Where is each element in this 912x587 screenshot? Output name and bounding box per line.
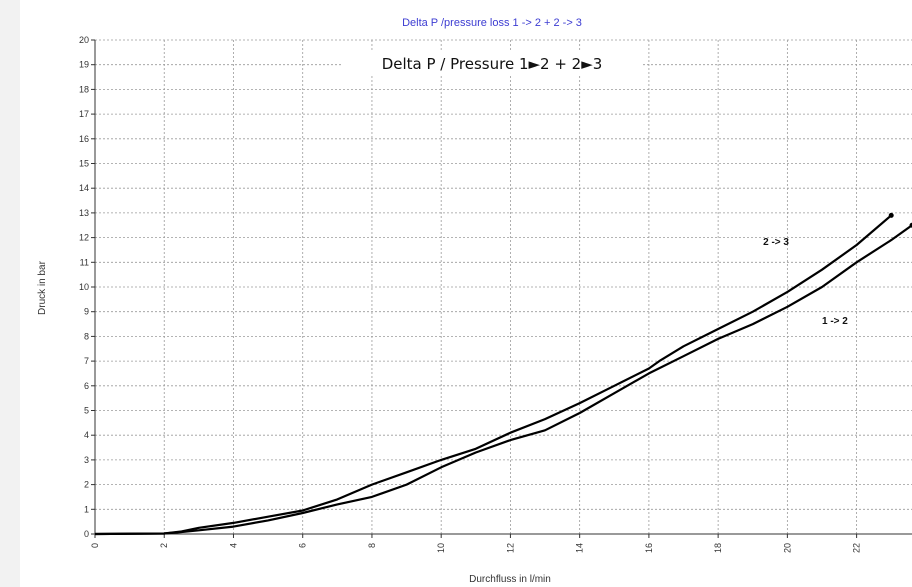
series-lines [94, 212, 912, 536]
y-tick-label: 13 [79, 208, 89, 218]
y-tick-label: 17 [79, 109, 89, 119]
y-tick-label: 3 [84, 455, 89, 465]
x-tick-label: 2 [159, 543, 169, 548]
chart-page: 0 1 2 3 4 5 6 7 8 9 10 11 12 13 14 15 16 17 18 19 20 0 2 4 6 8 10 1… [20, 0, 912, 587]
chart-subtitle: Delta P / Pressure 1►2 + 2►3 [382, 55, 603, 73]
series-end-marker-0 [888, 212, 894, 218]
y-tick-label: 2 [84, 480, 89, 490]
chart-title: Delta P /pressure loss 1 -> 2 + 2 -> 3 [402, 17, 582, 29]
y-tick-label: 20 [79, 35, 89, 45]
series-label-2-3: 2 -> 3 [763, 237, 789, 248]
x-tick-label: 4 [228, 543, 238, 548]
x-tick-label: 10 [436, 543, 446, 553]
y-tick-label: 14 [79, 183, 89, 193]
x-tick-label: 20 [782, 543, 792, 553]
y-tick-label: 10 [79, 282, 89, 292]
y-tick-label: 12 [79, 233, 89, 243]
y-tick-label: 18 [79, 84, 89, 94]
x-tick-label: 8 [367, 543, 377, 548]
y-tick-label: 9 [84, 307, 89, 317]
x-tick-label: 6 [298, 543, 308, 548]
axes [91, 39, 912, 538]
x-tick-label: 12 [505, 543, 515, 553]
y-tick-label: 1 [84, 504, 89, 514]
y-tick-label: 8 [84, 331, 89, 341]
x-tick-label: 22 [852, 543, 862, 553]
grid [95, 39, 912, 534]
series-end-marker-1 [909, 222, 912, 228]
x-tick-label: 14 [575, 543, 585, 553]
y-tick-label: 6 [84, 381, 89, 391]
x-tick-label: 18 [713, 543, 723, 553]
series-label-1-2: 1 -> 2 [822, 316, 848, 327]
y-tick-label: 4 [84, 430, 89, 440]
series-line-1 [94, 224, 912, 536]
y-tick-label: 15 [79, 159, 89, 169]
subtitle-background [342, 50, 642, 76]
y-tick-label: 11 [80, 257, 89, 267]
y-tick-label: 19 [79, 60, 89, 70]
y-tick-label: 5 [84, 406, 89, 416]
y-axis-title: Druck in bar [37, 260, 48, 315]
x-tick-label: 0 [90, 543, 100, 548]
x-tick-label: 16 [644, 543, 654, 553]
x-axis-title: Durchfluss in l/min [469, 574, 551, 585]
y-tick-label: 0 [84, 529, 89, 539]
series-line-0 [94, 214, 892, 536]
y-tick-label: 16 [79, 134, 89, 144]
y-tick-label: 7 [84, 356, 89, 366]
